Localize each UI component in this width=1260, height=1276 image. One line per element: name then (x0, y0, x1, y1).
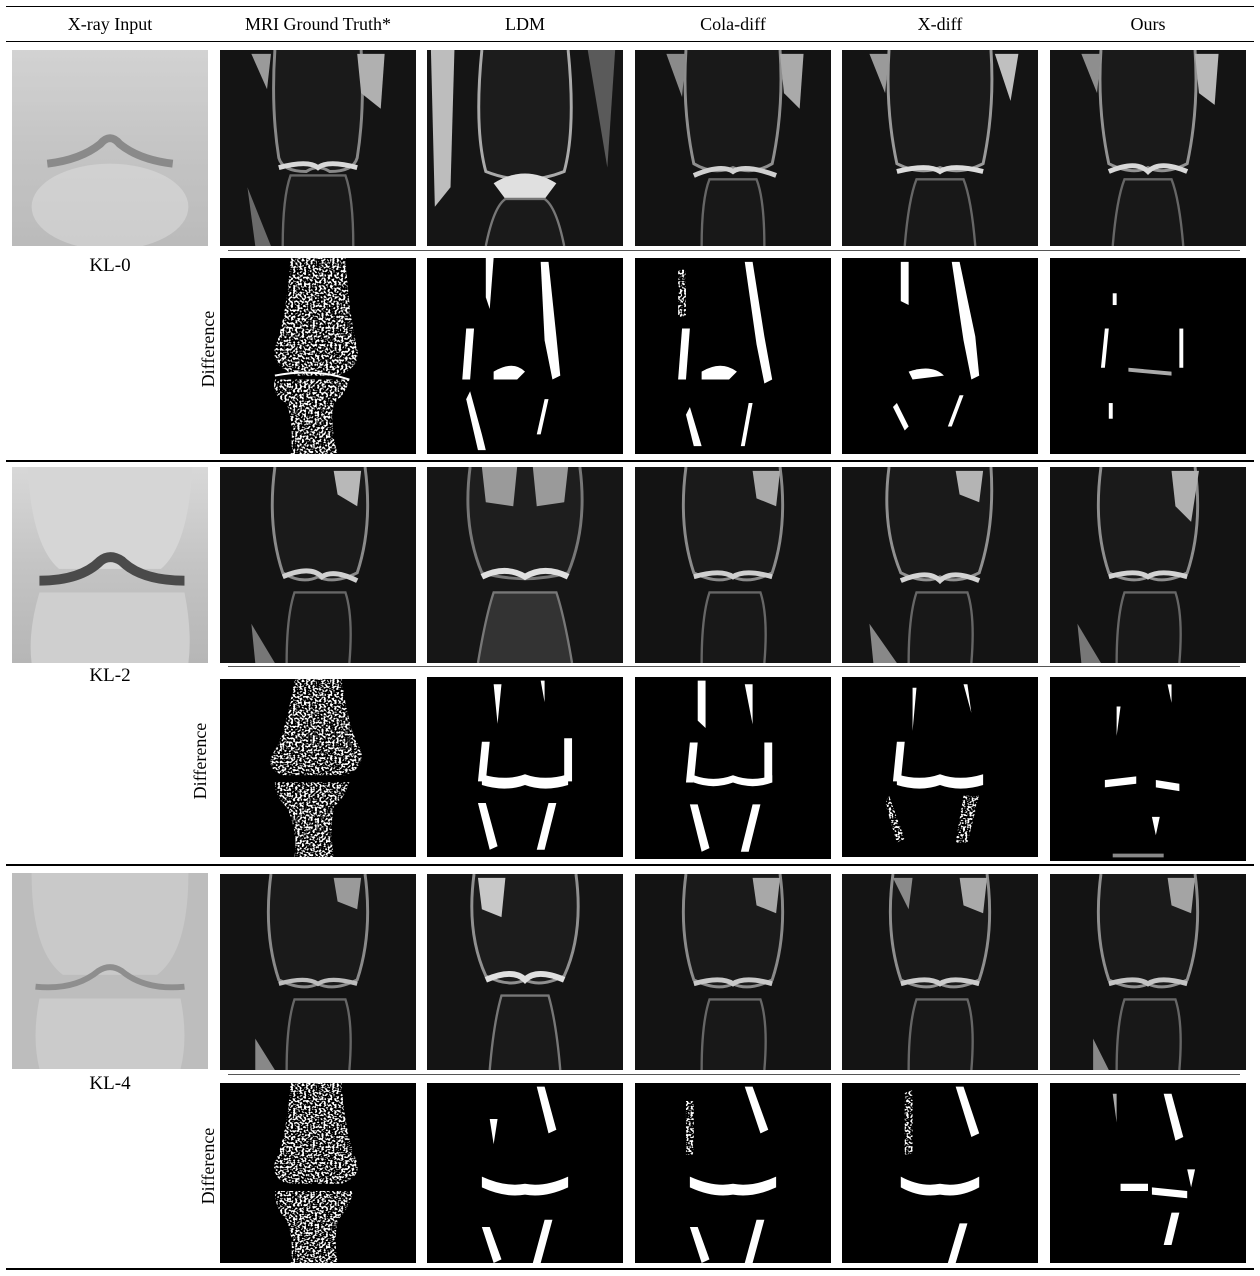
mri-image (1050, 50, 1246, 246)
sub-separator (228, 666, 1240, 667)
row-separator (6, 460, 1254, 462)
mri-image (635, 467, 831, 663)
mri-image (1050, 467, 1246, 663)
difference-label: Difference (198, 1127, 218, 1205)
mri-image (220, 50, 416, 246)
column-header-x-diff: X-diff (917, 14, 963, 34)
difference-map (427, 1083, 623, 1263)
difference-map (1050, 258, 1246, 454)
mri-image (220, 467, 416, 663)
difference-map (220, 679, 416, 857)
difference-map (842, 677, 1038, 857)
xray-image (12, 467, 208, 663)
mri-image (842, 50, 1038, 246)
mri-image (635, 50, 831, 246)
difference-map (427, 677, 623, 857)
sub-separator (228, 250, 1240, 251)
difference-map (635, 258, 831, 454)
difference-map (220, 1083, 416, 1263)
bottom-rule (6, 1268, 1254, 1270)
mri-image (842, 467, 1038, 663)
xray-image (12, 50, 208, 246)
difference-map (1050, 677, 1246, 861)
difference-map (427, 258, 623, 454)
mri-image (635, 874, 831, 1070)
column-header-cola-diff: Cola-diff (700, 14, 766, 34)
difference-map (220, 258, 416, 454)
kl-grade-label: KL-2 (89, 665, 131, 686)
mri-image (427, 874, 623, 1070)
mri-image (1050, 874, 1246, 1070)
top-rule (6, 6, 1254, 7)
mri-image (220, 874, 416, 1070)
mri-image (427, 50, 623, 246)
column-header-ldm: LDM (505, 14, 545, 34)
difference-map (635, 1083, 831, 1263)
row-separator (6, 864, 1254, 866)
sub-separator (228, 1074, 1240, 1075)
difference-label: Difference (190, 722, 210, 800)
kl-grade-label: KL-0 (89, 255, 131, 276)
xray-image (12, 873, 208, 1069)
difference-map (842, 1083, 1038, 1263)
mri-image (842, 874, 1038, 1070)
difference-map (842, 258, 1038, 454)
mri-image (427, 467, 623, 663)
difference-map (1050, 1083, 1246, 1263)
difference-label: Difference (198, 310, 218, 388)
column-header-ours: Ours (1130, 14, 1166, 34)
header-rule (6, 41, 1254, 42)
column-header-xray: X-ray Input (67, 14, 153, 34)
difference-map (635, 677, 831, 859)
kl-grade-label: KL-4 (89, 1073, 131, 1094)
column-header-mri-ground-truth: MRI Ground Truth* (244, 14, 392, 34)
